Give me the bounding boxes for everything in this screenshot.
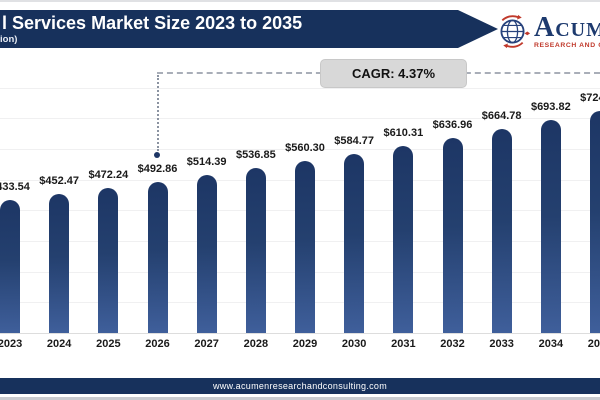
bar-value-label: $514.39	[186, 156, 227, 169]
bar-2024	[49, 194, 70, 333]
gridline	[0, 118, 600, 120]
logo-text: ACUMEN RESEARCH AND CONSULTING	[534, 12, 600, 49]
x-tick-label: 2028	[243, 338, 269, 350]
bar-value-label: $724.14	[580, 91, 600, 104]
page-top-edge	[0, 0, 600, 2]
bar-value-label: $433.54	[0, 181, 30, 194]
bar-2028	[245, 168, 266, 333]
bar-value-label: $452.47	[39, 175, 80, 188]
bar-value-label: $636.96	[432, 118, 473, 131]
bar-value-label: $584.77	[334, 134, 375, 147]
bar-value-label: $610.31	[383, 126, 424, 139]
bar-value-label: $664.78	[481, 110, 522, 123]
x-tick-label: 2030	[341, 338, 367, 350]
x-tick-label: 2029	[292, 338, 318, 350]
bar-value-label: $693.82	[530, 101, 571, 114]
bar-2033	[491, 129, 512, 333]
x-tick-label: 2023	[0, 338, 23, 350]
gridline	[0, 148, 600, 150]
bar-2034	[540, 120, 561, 333]
bar-value-label: $560.30	[285, 142, 325, 155]
bar-2032	[442, 137, 463, 333]
bar-2023	[0, 200, 20, 333]
page-subtitle: ion)	[0, 34, 18, 45]
logo-tagline: RESEARCH AND CONSULTING	[534, 42, 600, 49]
bar-2029	[295, 161, 315, 333]
gridline	[0, 87, 600, 89]
bar-2035	[590, 110, 600, 333]
cagr-connector-dot	[154, 152, 160, 158]
cagr-badge: CAGR: 4.37%	[320, 59, 467, 88]
title-banner	[0, 10, 458, 48]
page-bottom-edge	[0, 397, 600, 400]
x-tick-label: 2031	[391, 338, 416, 350]
cagr-badge-label: CAGR: 4.37%	[351, 66, 436, 81]
acumen-logo: ACUMEN RESEARCH AND CONSULTING	[494, 11, 600, 53]
bar-2030	[344, 153, 365, 333]
bar-2026	[147, 181, 168, 333]
x-tick-label: 2026	[145, 338, 170, 350]
x-tick-label: 2024	[46, 338, 72, 350]
bar-2027	[196, 175, 217, 333]
logo-brand-name: ACUMEN	[534, 12, 600, 43]
title-banner-arrow	[458, 10, 498, 48]
x-tick-label: 2035	[587, 338, 600, 350]
footer-url: www.acumenresearchandconsulting.com	[212, 381, 388, 391]
x-tick-label: 2027	[194, 338, 219, 350]
x-tick-label: 2032	[440, 338, 465, 350]
bar-value-label: $536.85	[235, 149, 276, 162]
bar-2031	[393, 145, 414, 333]
x-tick-label: 2033	[489, 338, 514, 350]
footer-bar: www.acumenresearchandconsulting.com	[0, 378, 600, 394]
bar-value-label: $492.86	[137, 162, 178, 175]
globe-icon	[494, 13, 531, 55]
bar-value-label: $472.24	[88, 169, 129, 182]
x-tick-label: 2034	[538, 338, 564, 350]
page-title: l Services Market Size 2023 to 2035	[2, 13, 303, 33]
x-tick-label: 2025	[96, 338, 121, 350]
bar-2025	[98, 188, 119, 333]
x-axis-line	[0, 333, 600, 334]
cagr-connector-vertical	[157, 75, 159, 151]
